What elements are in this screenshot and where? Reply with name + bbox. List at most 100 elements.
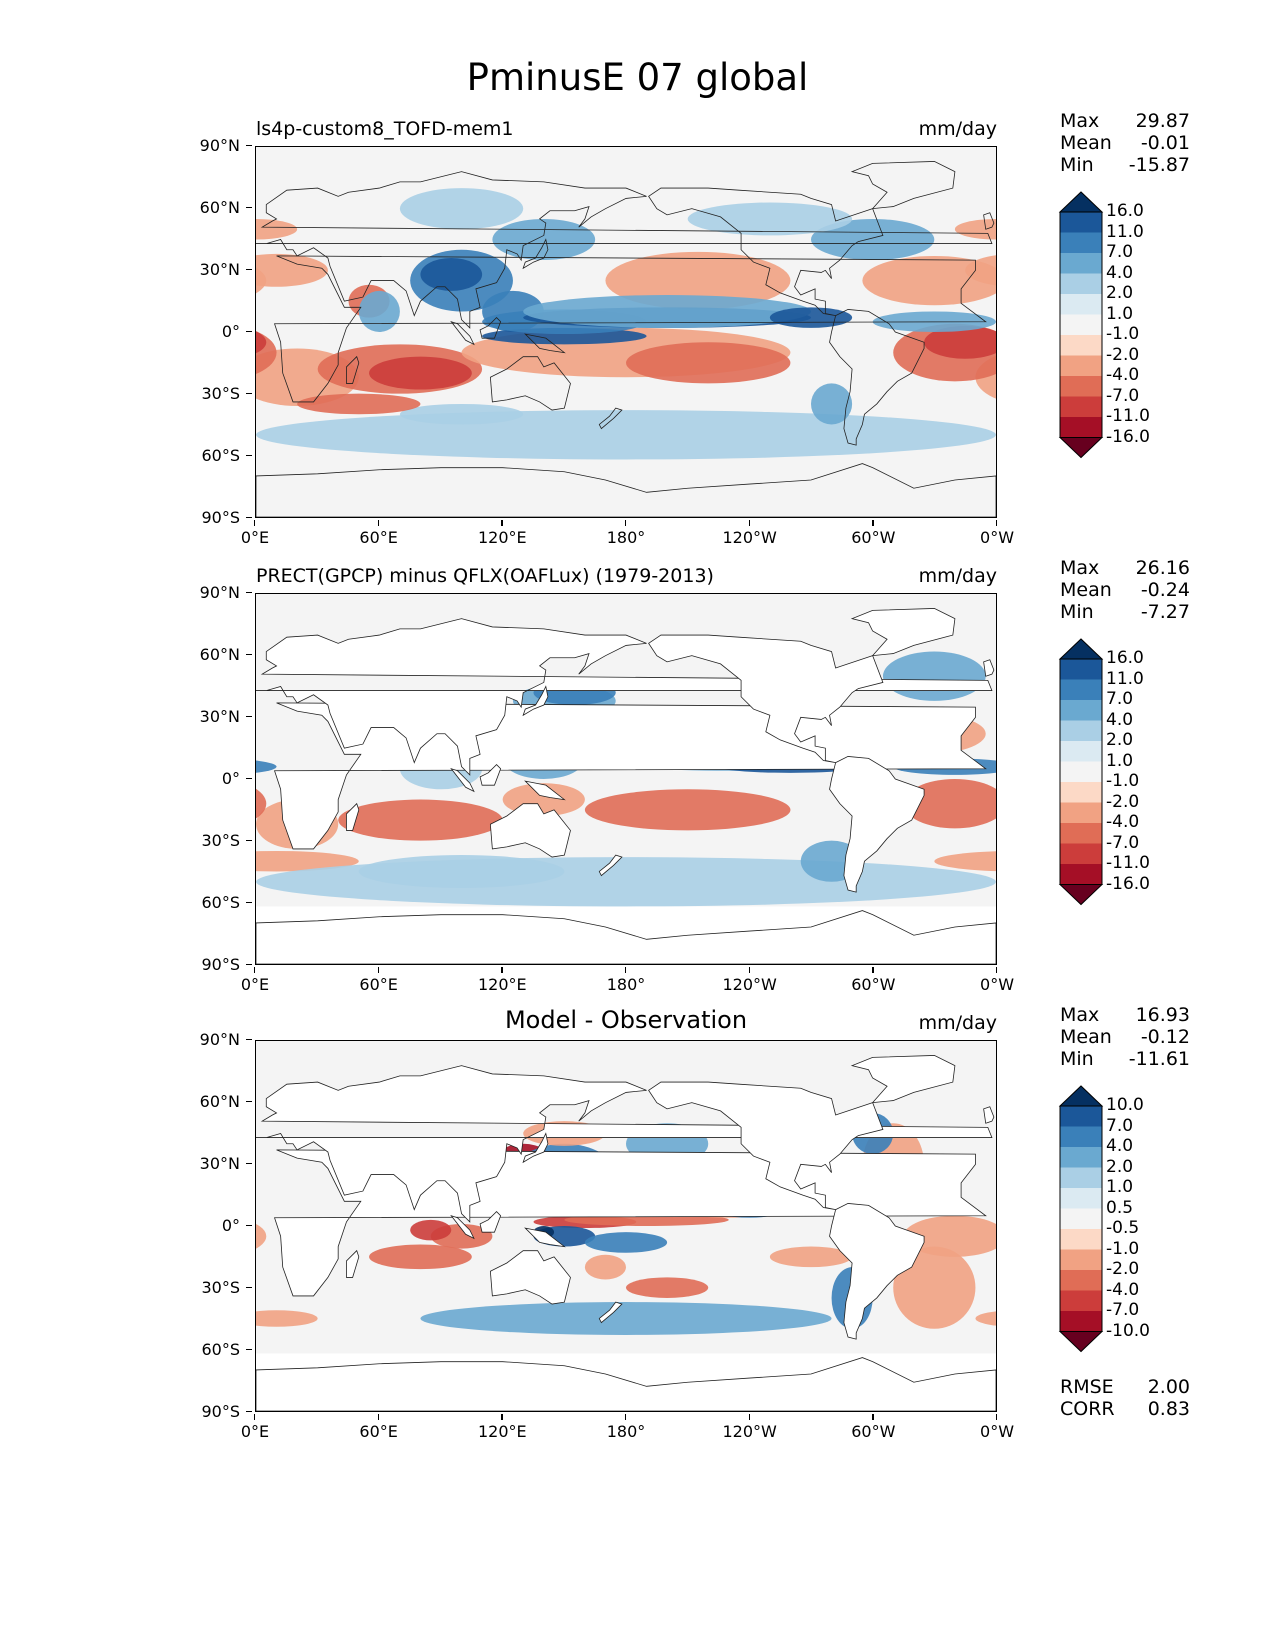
contour-region bbox=[256, 1310, 318, 1327]
map-svg bbox=[256, 147, 996, 517]
contour-region bbox=[903, 1215, 996, 1257]
contour-region bbox=[934, 851, 996, 872]
contour-region bbox=[256, 850, 359, 872]
colorbar-tick-label: 7.0 bbox=[1106, 1115, 1134, 1136]
contour-region bbox=[256, 410, 996, 460]
coastline-antarctica bbox=[256, 463, 996, 517]
contour-region bbox=[369, 1244, 472, 1270]
stat-value: -7.27 bbox=[1140, 601, 1190, 623]
stat-value: -15.87 bbox=[1128, 154, 1190, 176]
coastline-madagascar bbox=[346, 1249, 360, 1278]
colorbar-tick-label: 0.5 bbox=[1106, 1197, 1134, 1218]
stat-label: Mean bbox=[1060, 579, 1112, 601]
coastline-sumatra bbox=[450, 1214, 475, 1240]
contour-region bbox=[358, 855, 565, 888]
stat-value: 0.83 bbox=[1147, 1398, 1190, 1420]
colorbar-tick-label: 1.0 bbox=[1106, 1177, 1134, 1197]
stat-row: Max 16.93 bbox=[1060, 1004, 1190, 1026]
lon-tick-label: 60°E bbox=[339, 520, 419, 547]
colorbar-tick-label: -2.0 bbox=[1106, 791, 1140, 812]
figure-title: PminusE 07 global bbox=[466, 56, 809, 99]
coastline-japan bbox=[522, 1132, 549, 1164]
map-svg bbox=[256, 1041, 996, 1411]
summary-stats: Max 16.93 Mean -0.12 Min -11.61 bbox=[1060, 1004, 1190, 1070]
coastline-borneo bbox=[479, 1211, 502, 1233]
colorbar bbox=[1058, 191, 1104, 492]
colorbar-tick-label: -16.0 bbox=[1106, 426, 1150, 447]
map-plot-area bbox=[255, 1040, 997, 1412]
lon-tick-label: 180° bbox=[586, 967, 666, 994]
coastline-eurasia bbox=[256, 1065, 993, 1223]
coastline-nz bbox=[598, 854, 623, 877]
stat-value: 2.00 bbox=[1147, 1376, 1190, 1398]
lat-tick-label: 30°N bbox=[190, 707, 252, 726]
contour-region bbox=[584, 1232, 668, 1253]
lat-tick-label: 60°S bbox=[190, 1340, 252, 1359]
stat-value: 16.93 bbox=[1135, 1004, 1190, 1026]
panel-units: mm/day bbox=[918, 565, 997, 587]
stat-label: Min bbox=[1060, 1048, 1094, 1070]
contour-region bbox=[584, 789, 791, 831]
contour-region bbox=[297, 393, 421, 415]
stat-row: Min -7.27 bbox=[1060, 601, 1190, 623]
contour-region bbox=[954, 218, 996, 240]
contour-region bbox=[256, 1223, 267, 1249]
stat-label: Max bbox=[1060, 1004, 1100, 1026]
colorbar-tick-label: -1.0 bbox=[1106, 324, 1140, 344]
coastline-greenland bbox=[850, 608, 956, 657]
contour-region bbox=[523, 295, 811, 328]
map-panel-3: Model - Observation mm/day 90°N 60°N 30°N 0° 3… bbox=[0, 1004, 1275, 1444]
lon-tick-label: 0°E bbox=[215, 1414, 295, 1441]
contour-region bbox=[420, 1302, 832, 1335]
lat-tick-label: 30°S bbox=[190, 1278, 252, 1297]
error-stats: RMSE 2.00 CORR 0.83 bbox=[1060, 1376, 1190, 1420]
stat-value: -11.61 bbox=[1128, 1048, 1190, 1070]
colorbar-tick-label: -4.0 bbox=[1106, 1279, 1140, 1300]
lon-tick-label: 0°E bbox=[215, 520, 295, 547]
contour-region bbox=[256, 788, 267, 819]
contour-region bbox=[687, 202, 853, 236]
lat-tick-label: 60°S bbox=[190, 893, 252, 912]
colorbar-tick-label: -10.0 bbox=[1106, 1320, 1150, 1341]
lat-tick-label: 90°N bbox=[190, 136, 252, 155]
summary-stats: Max 29.87 Mean -0.01 Min -15.87 bbox=[1060, 110, 1190, 176]
lon-tick-label: 60°W bbox=[833, 1414, 913, 1441]
colorbar-tick-label: -7.0 bbox=[1106, 1300, 1140, 1320]
stat-row: CORR 0.83 bbox=[1060, 1398, 1190, 1420]
panel-title: PRECT(GPCP) minus QFLX(OAFLux) (1979-201… bbox=[256, 565, 714, 587]
map-panel-2: PRECT(GPCP) minus QFLX(OAFLux) (1979-201… bbox=[0, 557, 1275, 997]
stat-value: 26.16 bbox=[1135, 557, 1190, 579]
colorbar-tick-label: 10.0 bbox=[1106, 1095, 1144, 1115]
contour-region bbox=[420, 258, 483, 291]
lat-tick-label: 0° bbox=[190, 769, 252, 788]
coastline-newguinea bbox=[524, 1227, 566, 1248]
lat-tick-label: 60°N bbox=[190, 198, 252, 217]
coastline-nam bbox=[648, 187, 884, 316]
lon-tick-label: 60°E bbox=[339, 1414, 419, 1441]
colorbar-tick-label: -4.0 bbox=[1106, 812, 1140, 832]
colorbar-tick-label: -2.0 bbox=[1106, 1259, 1140, 1279]
lat-tick-label: 90°S bbox=[190, 1402, 252, 1421]
stat-row: Max 29.87 bbox=[1060, 110, 1190, 132]
coastline-newguinea bbox=[524, 780, 566, 801]
colorbar-tick-label: -16.0 bbox=[1106, 873, 1150, 894]
colorbar-tick-label: 11.0 bbox=[1106, 221, 1144, 242]
coastline-uk bbox=[983, 212, 995, 230]
coastline-nz bbox=[598, 1301, 623, 1324]
panel-title: Model - Observation bbox=[504, 1006, 748, 1034]
contour-region bbox=[965, 255, 996, 286]
map-plot-area bbox=[255, 146, 997, 518]
coastline-borneo bbox=[479, 764, 502, 786]
coastline-greenland bbox=[850, 161, 956, 210]
coastline-greenland bbox=[850, 1055, 956, 1104]
summary-stats: Max 26.16 Mean -0.24 Min -7.27 bbox=[1060, 557, 1190, 623]
contour-region bbox=[584, 1254, 626, 1280]
lat-tick-label: 60°N bbox=[190, 1092, 252, 1111]
coastline-eurasia bbox=[256, 618, 993, 776]
stat-value: -0.12 bbox=[1140, 1026, 1190, 1048]
lon-tick-label: 120°W bbox=[710, 1414, 790, 1441]
contour-region bbox=[399, 403, 524, 425]
coastline-nam bbox=[648, 1081, 884, 1210]
lat-tick-label: 30°N bbox=[190, 260, 252, 279]
stat-row: Mean -0.12 bbox=[1060, 1026, 1190, 1048]
